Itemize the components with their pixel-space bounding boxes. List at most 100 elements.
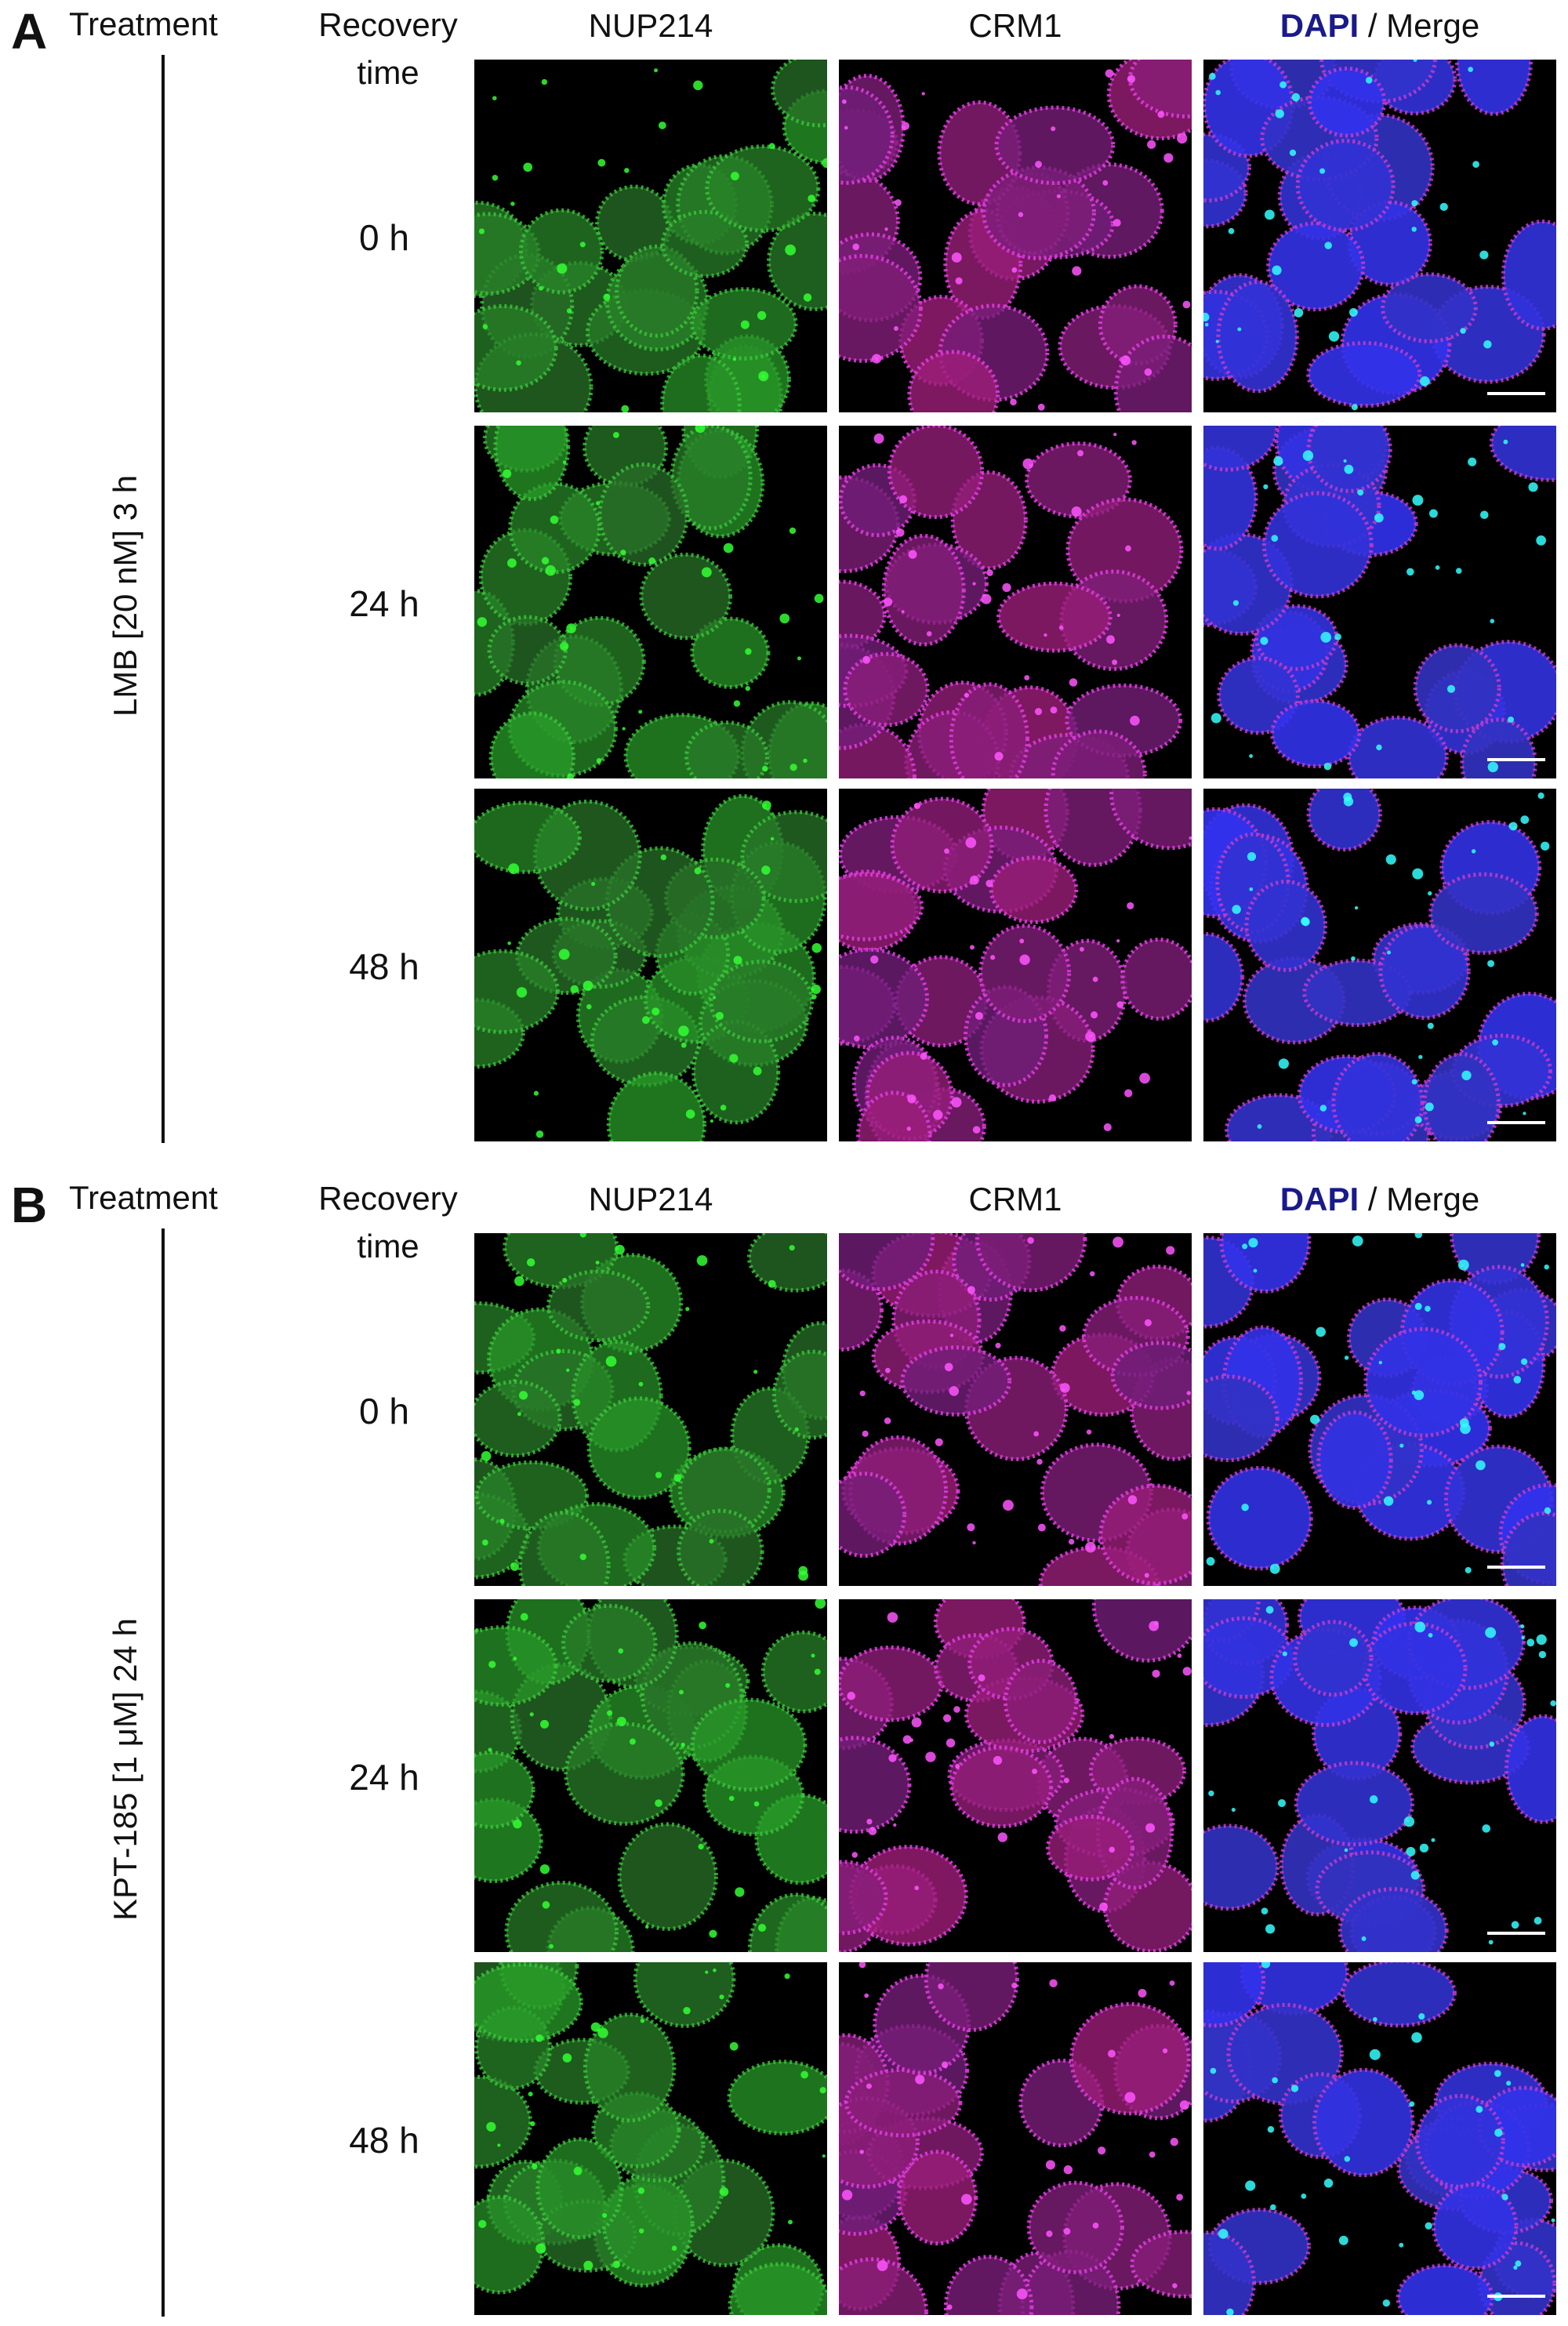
speckle [864, 1993, 869, 1998]
speckle [1475, 2106, 1483, 2114]
speckle [1376, 744, 1382, 751]
speckle [841, 99, 847, 104]
speckle [612, 431, 619, 438]
speckle [1019, 954, 1030, 965]
dapi-label: DAPI [1279, 1181, 1359, 1217]
speckle [488, 1747, 492, 1752]
speckle [1323, 762, 1332, 771]
cell [1294, 1761, 1414, 1847]
speckle [1526, 1638, 1535, 1647]
speckle [811, 942, 822, 953]
speckle [1403, 1816, 1415, 1827]
speckle [1231, 1807, 1236, 1813]
speckle [1382, 2299, 1390, 2307]
dapi-label: DAPI [1279, 7, 1359, 44]
speckle [1343, 459, 1347, 463]
row-label: 0 h [359, 217, 409, 258]
speckle [481, 1451, 492, 1461]
micrograph-green [474, 1599, 827, 1952]
column-header: CRM1 [968, 1181, 1062, 1217]
speckle [523, 162, 533, 172]
micrograph-magenta [839, 1233, 1192, 1586]
cell [978, 924, 1072, 1024]
speckle [1271, 535, 1279, 542]
micrograph-merge [1203, 426, 1556, 778]
speckle [673, 1474, 682, 1482]
speckle [1060, 1383, 1070, 1393]
speckle [1344, 2156, 1351, 2162]
speckle [789, 764, 797, 771]
speckle [1490, 619, 1495, 624]
speckle [637, 2187, 644, 2194]
speckle [1277, 1799, 1287, 1808]
speckle [1048, 1094, 1057, 1102]
cell [771, 60, 827, 128]
speckle [1011, 267, 1018, 273]
cell [1414, 2093, 1505, 2189]
speckle [1058, 625, 1064, 630]
speckle [1098, 2146, 1106, 2155]
speckle [654, 68, 659, 73]
speckle [1210, 713, 1221, 724]
speckle [1092, 2223, 1099, 2229]
cell [1378, 924, 1471, 1020]
speckle [1226, 2308, 1234, 2315]
speckle [1461, 1070, 1472, 1080]
cell [1091, 1599, 1192, 1663]
speckle [510, 1562, 519, 1571]
speckle [1263, 484, 1269, 489]
speckle [789, 1245, 795, 1251]
speckle [1290, 2085, 1299, 2092]
speckle [1253, 1268, 1258, 1273]
speckle [887, 1612, 898, 1623]
speckle [851, 1852, 858, 1858]
speckle [1034, 708, 1043, 716]
cell [839, 947, 929, 1050]
speckle [811, 984, 821, 995]
speckle [648, 557, 656, 564]
speckle [486, 2121, 496, 2132]
merge-label: / Merge [1367, 7, 1480, 44]
speckle [1144, 1319, 1152, 1326]
speckle [1344, 464, 1354, 474]
speckle [621, 405, 630, 412]
speckle [788, 2219, 793, 2225]
cell [546, 1269, 651, 1343]
cell [1338, 1887, 1449, 1952]
speckle [1079, 946, 1084, 952]
cell [900, 1345, 1012, 1417]
speckle [1210, 2067, 1217, 2074]
speckle [981, 593, 992, 604]
speckle [884, 597, 893, 607]
cell [1316, 1410, 1393, 1510]
speckle [779, 613, 790, 624]
row-label: 24 h [349, 583, 419, 624]
cell [844, 2067, 963, 2138]
speckle [1425, 1305, 1431, 1312]
cell [994, 105, 1116, 186]
cell [684, 720, 769, 778]
speckle [814, 1668, 821, 1675]
cell [1113, 334, 1192, 412]
speckle [1071, 506, 1082, 517]
speckle [573, 2166, 583, 2175]
speckle [970, 875, 979, 885]
cell [839, 579, 887, 651]
cell [474, 949, 560, 1034]
cell [474, 1380, 562, 1458]
treatment-label: KPT-185 [1 μM] 24 h [107, 1617, 143, 1921]
speckle [1411, 1390, 1417, 1395]
speckle [841, 2190, 853, 2201]
speckle [1157, 111, 1165, 118]
cell [474, 303, 558, 392]
merge-label: / Merge [1367, 1181, 1480, 1217]
speckle [1166, 1246, 1175, 1255]
speckle [1179, 2100, 1189, 2110]
speckle [1130, 715, 1140, 726]
cell [1396, 2263, 1494, 2315]
speckle [698, 1843, 704, 1850]
speckle [535, 1130, 544, 1138]
speckle [570, 985, 579, 993]
speckle [1541, 841, 1550, 851]
cell [1306, 340, 1422, 408]
